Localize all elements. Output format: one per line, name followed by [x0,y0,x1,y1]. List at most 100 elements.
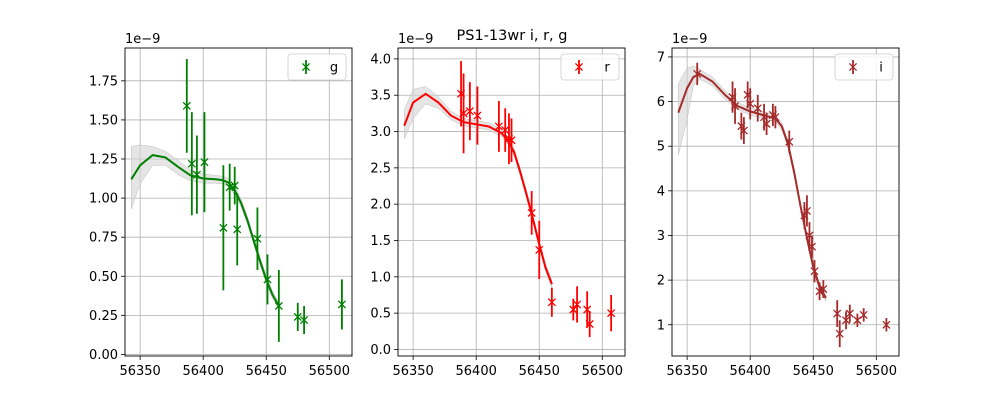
data-point [746,88,755,120]
x-tick-label: 56350 [666,364,707,379]
x-tick-label: 56400 [730,364,771,379]
data-point [693,62,702,86]
data-point [802,195,811,227]
point-marker [841,316,851,325]
y-tick-label: 1 [657,318,665,333]
figure-title: PS1-13wr i, r, g [457,28,568,44]
legend-marker [848,62,858,72]
axis-offset-text: 1e−9 [125,32,160,47]
y-tick-label: 0.0 [370,343,391,358]
y-tick-label: 1.5 [370,234,391,249]
data-point [465,82,474,141]
data-point [835,320,844,348]
data-point [230,166,239,205]
point-marker [730,101,740,111]
model-curve [130,154,280,307]
panel-r: 56350 56400 56450 56500 0.0 0.5 1.0 1.5 2.0 2.5 3.… [370,32,626,379]
point-marker [465,107,474,116]
data-point [833,300,842,327]
point-marker [187,159,196,168]
data-point [233,193,242,266]
y-tick-label: 0.50 [89,270,118,285]
data-point [200,112,209,213]
legend: i [834,53,894,81]
legend: r [560,53,620,81]
data-point [739,117,748,144]
point-marker [853,316,862,325]
x-tick-label: 56350 [392,364,433,379]
data-point [501,108,510,152]
point-marker [805,231,814,240]
grid-lines [672,48,899,356]
y-tick-label: 3.0 [370,125,391,140]
x-tick-label: 56450 [519,364,560,379]
legend: g [287,53,347,81]
point-marker [859,310,868,319]
y-tick-label: 5 [657,140,665,155]
data-point [547,287,556,317]
point-marker [569,305,578,314]
point-marker [802,206,811,215]
point-marker [200,158,209,167]
point-marker [762,119,771,128]
point-marker [274,301,283,311]
y-tick-label: 7 [657,50,665,65]
legend-box [560,53,620,81]
point-marker [225,183,234,192]
data-point [187,112,196,216]
x-tick-label: 56350 [119,364,160,379]
data-point [507,118,516,163]
point-marker [494,122,503,131]
legend-label: i [879,61,883,76]
point-marker [219,223,228,232]
axes-frame [671,47,900,357]
data-point [771,106,780,129]
data-point [225,163,234,211]
data-point [274,270,283,342]
data-point [882,318,891,332]
x-tick-label: 56400 [456,364,497,379]
y-tick-label: 3 [657,229,665,244]
data-point [573,286,582,323]
point-marker [192,170,201,179]
data-point [459,73,468,154]
y-tick-label: 1.75 [89,74,118,89]
y-tick-label: 1.00 [89,192,118,207]
y-tick-label: 0.75 [89,231,118,246]
legend-marker [574,62,584,72]
data-point [192,135,201,214]
point-marker [810,267,819,276]
point-marker [585,319,594,329]
data-point [853,313,862,327]
axes-frame [397,47,626,357]
x-tick-label: 56450 [246,364,287,379]
point-marker [535,245,544,255]
grid-lines [125,48,352,356]
data-point [293,302,302,331]
point-marker [573,300,582,309]
point-marker [337,300,346,309]
y-tick-label: 2 [657,274,665,289]
data-point [263,254,272,305]
point-marker [833,309,842,318]
x-tick-label: 56500 [582,364,623,379]
point-marker [882,320,891,329]
data-point [569,298,578,321]
x-tick-label: 56500 [309,364,350,379]
point-marker [845,309,854,318]
legend-label: g [330,61,338,76]
point-marker [746,99,755,108]
y-tick-label: 1.0 [370,270,391,285]
legend-box [287,53,347,81]
point-marker [473,111,482,120]
point-marker [182,101,191,110]
data-point [807,235,817,258]
point-marker [547,298,556,307]
y-tick-label: 2.0 [370,198,391,213]
data-point [815,282,824,301]
point-marker [230,181,239,190]
data-point [819,280,828,298]
point-marker [819,284,828,294]
y-tick-label: 0.25 [89,309,118,324]
